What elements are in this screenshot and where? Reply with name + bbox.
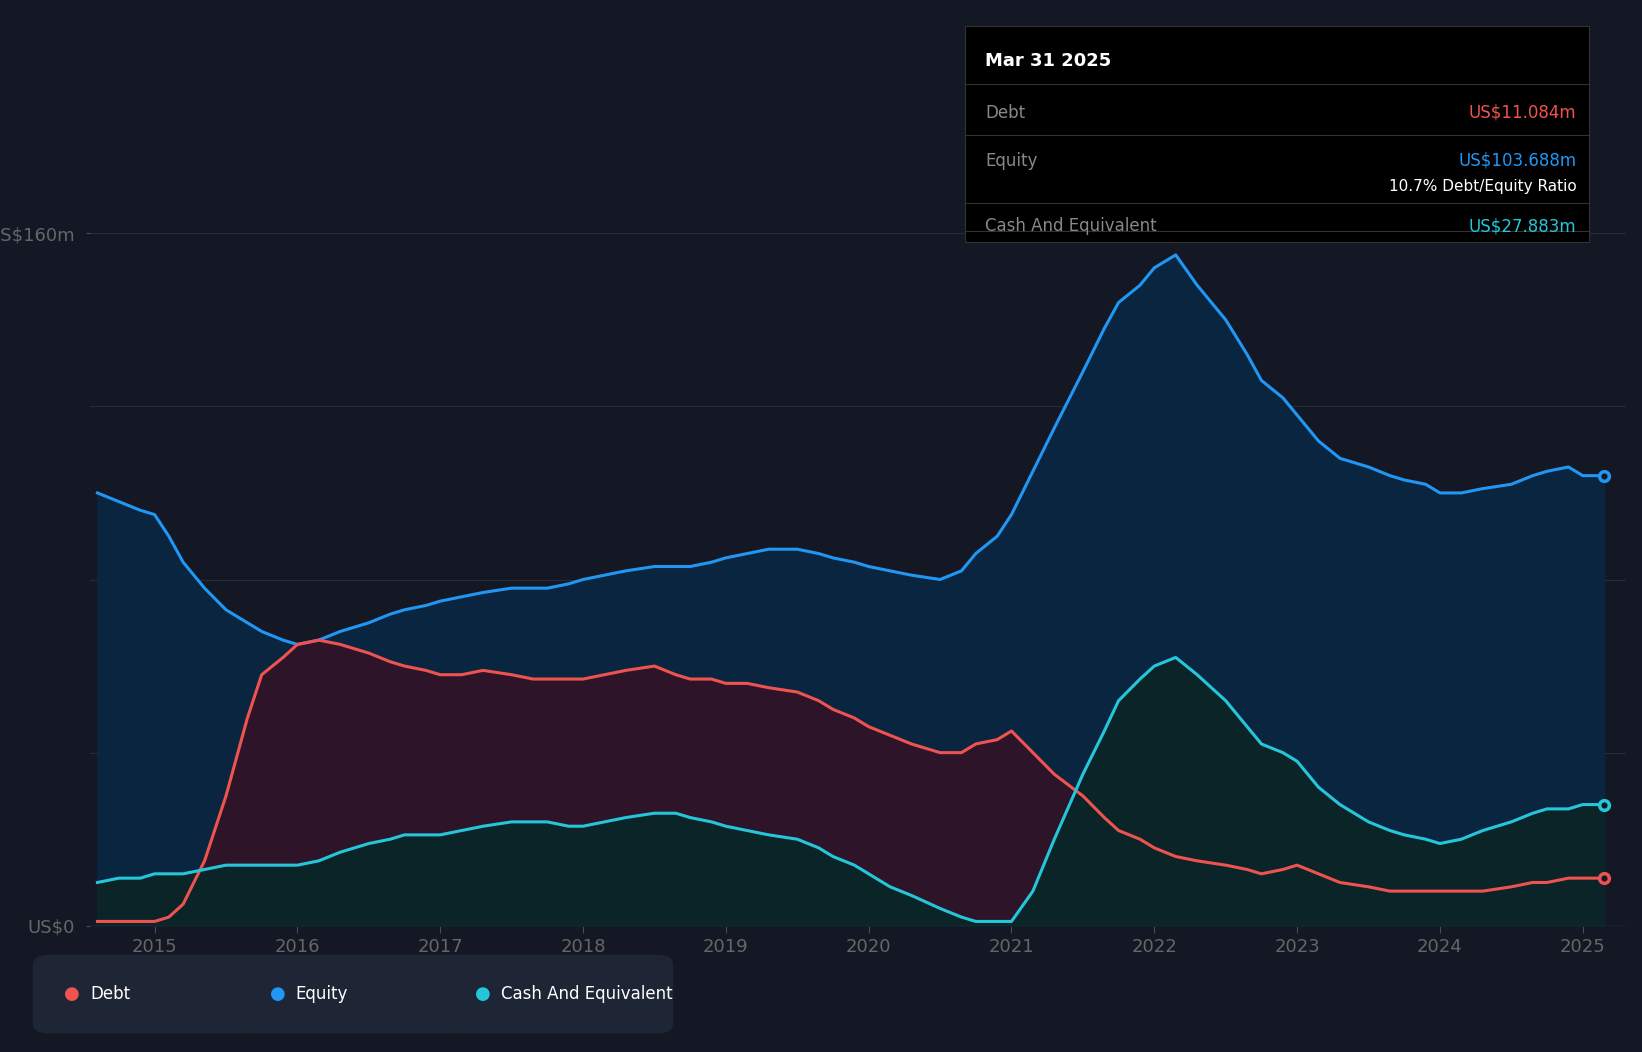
Text: ●: ● (269, 985, 286, 1004)
Text: Debt: Debt (90, 985, 130, 1004)
Text: US$11.084m: US$11.084m (1468, 103, 1576, 122)
Text: Equity: Equity (985, 151, 1038, 170)
Text: US$103.688m: US$103.688m (1458, 151, 1576, 170)
Text: US$27.883m: US$27.883m (1468, 217, 1576, 236)
Text: 10.7% Debt/Equity Ratio: 10.7% Debt/Equity Ratio (1389, 179, 1576, 194)
Text: Cash And Equivalent: Cash And Equivalent (985, 217, 1158, 236)
Text: Equity: Equity (296, 985, 348, 1004)
Text: ●: ● (475, 985, 491, 1004)
Text: Debt: Debt (985, 103, 1025, 122)
Text: Cash And Equivalent: Cash And Equivalent (501, 985, 673, 1004)
Text: ●: ● (64, 985, 80, 1004)
Text: Mar 31 2025: Mar 31 2025 (985, 52, 1112, 70)
